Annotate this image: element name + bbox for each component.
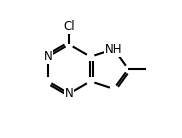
Text: N: N: [65, 87, 74, 100]
Text: N: N: [43, 50, 52, 63]
Text: Cl: Cl: [63, 20, 75, 33]
Text: NH: NH: [105, 43, 122, 56]
